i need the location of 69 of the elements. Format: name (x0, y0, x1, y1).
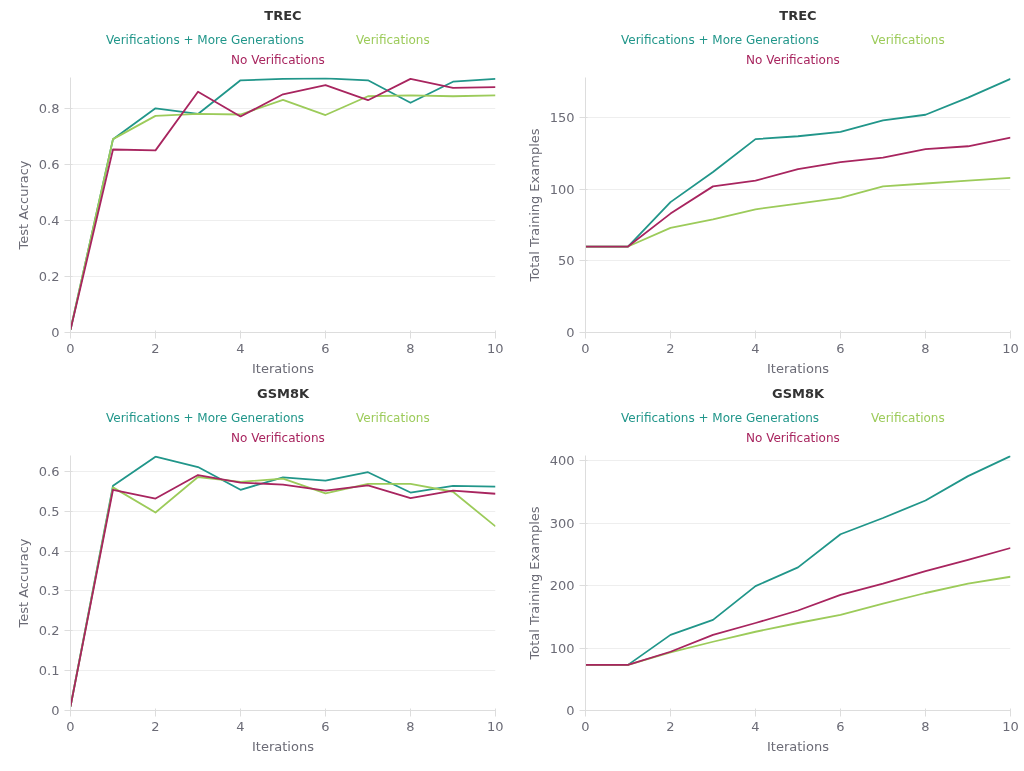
chart-title: TREC (264, 7, 302, 23)
text: No Verifications (746, 431, 840, 445)
text: No Verifications (231, 431, 325, 445)
y-axis-title: Test Accuracy (15, 160, 31, 251)
series-label: No Verifications (231, 53, 325, 67)
x-tick-label: 2 (666, 340, 675, 356)
x-tick-label: 10 (1002, 718, 1019, 734)
y-tick-label: 0.8 (38, 100, 60, 116)
x-tick-label: 0 (66, 718, 75, 734)
x-tick-label: 4 (751, 340, 760, 356)
text: No Verifications (746, 53, 840, 67)
text: Verifications (871, 33, 945, 47)
y-tick-label: 0.2 (38, 268, 60, 284)
y-tick-label: 0.6 (38, 463, 60, 479)
text: Verifications + More Generations (621, 33, 820, 47)
x-axis-title: Iterations (767, 360, 830, 376)
text: Verifications (356, 411, 430, 425)
x-tick-label: 4 (236, 718, 245, 734)
x-tick-label: 4 (236, 340, 245, 356)
x-tick-label: 0 (581, 718, 590, 734)
text: Verifications + More Generations (621, 411, 820, 425)
y-tick-label: 0.2 (38, 623, 60, 639)
x-tick-label: 4 (751, 718, 760, 734)
y-tick-label: 150 (549, 110, 575, 126)
y-tick-label: 0 (566, 703, 575, 718)
chart-title: TREC (779, 7, 817, 23)
x-tick-label: 2 (666, 718, 675, 734)
y-axis-title: Total Training Examples (526, 506, 542, 661)
x-tick-label: 2 (151, 718, 160, 734)
x-tick-label: 8 (406, 718, 415, 734)
y-tick-label: 0.3 (38, 583, 60, 599)
x-tick-label: 0 (581, 340, 590, 356)
y-tick-label: 50 (557, 253, 575, 269)
text: Verifications (871, 411, 945, 425)
chart-title: GSM8K (256, 385, 310, 401)
y-tick-label: 0 (566, 325, 575, 340)
x-tick-label: 6 (321, 340, 330, 356)
x-axis-title: Iterations (252, 360, 315, 376)
y-tick-label: 100 (549, 181, 575, 197)
y-tick-label: 0.1 (38, 663, 60, 679)
text: Verifications + More Generations (106, 411, 305, 425)
y-axis-title: Total Training Examples (526, 128, 542, 283)
y-tick-label: 0 (51, 703, 60, 718)
x-axis-title: Iterations (767, 738, 830, 754)
x-axis-title: Iterations (252, 738, 315, 754)
y-axis-title: Test Accuracy (15, 538, 31, 629)
x-tick-label: 2 (151, 340, 160, 356)
y-tick-label: 0.6 (38, 156, 60, 172)
x-tick-label: 6 (836, 718, 845, 734)
x-tick-label: 10 (1002, 340, 1019, 356)
y-tick-label: 0.4 (38, 543, 60, 559)
y-tick-label: 0.4 (38, 212, 60, 228)
x-tick-label: 0 (66, 340, 75, 356)
text: Verifications + More Generations (106, 33, 305, 47)
y-tick-label: 0.5 (38, 503, 60, 519)
x-tick-label: 8 (921, 340, 930, 356)
y-tick-label: 200 (549, 578, 575, 593)
x-tick-label: 8 (921, 718, 930, 734)
chart-title: GSM8K (771, 385, 825, 401)
y-tick-label: 400 (549, 453, 575, 468)
x-tick-label: 8 (406, 340, 415, 356)
x-tick-label: 6 (321, 718, 330, 734)
y-tick-label: 0 (51, 325, 60, 340)
x-tick-label: 10 (486, 718, 504, 734)
x-tick-label: 10 (486, 340, 504, 356)
y-tick-label: 100 (549, 640, 575, 656)
text: Verifications (356, 33, 430, 47)
y-tick-label: 300 (549, 515, 575, 531)
x-tick-label: 6 (836, 340, 845, 356)
